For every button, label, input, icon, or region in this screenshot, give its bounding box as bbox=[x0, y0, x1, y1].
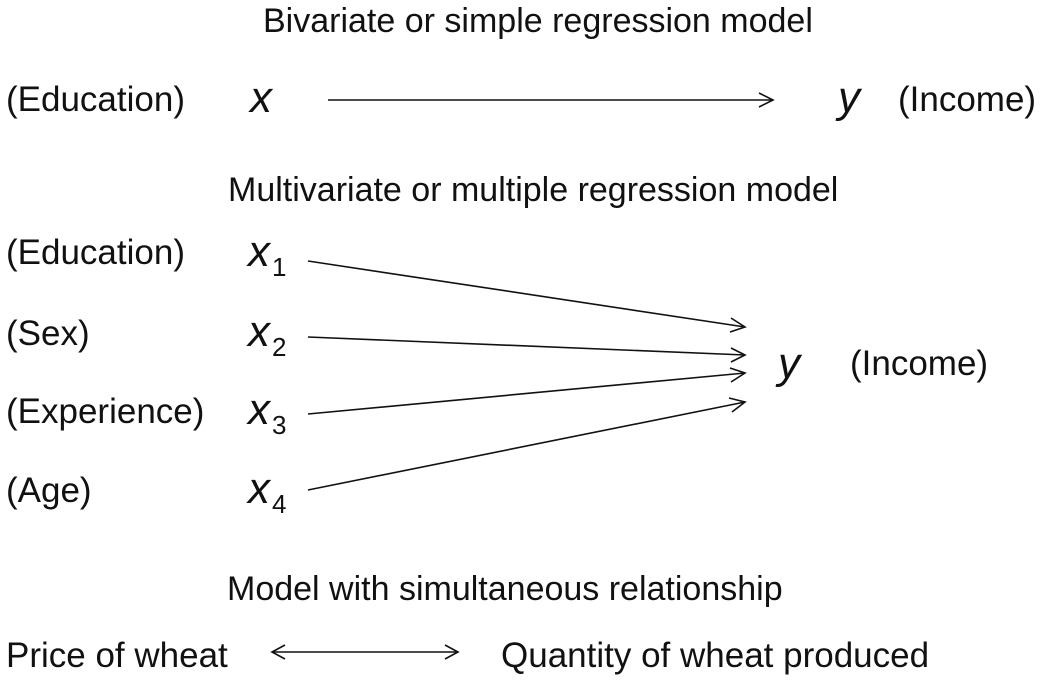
bivariate-x-var: x bbox=[250, 73, 272, 122]
simultaneous-left-label: Price of wheat bbox=[6, 636, 228, 675]
simultaneous-double-arrow bbox=[270, 644, 460, 660]
simultaneous-right-label: Quantity of wheat produced bbox=[501, 636, 930, 675]
arrow-x2-to-y bbox=[307, 336, 747, 363]
simultaneous-title: Model with simultaneous relationship bbox=[227, 570, 783, 608]
input-label-age: (Age) bbox=[6, 471, 92, 510]
arrow-x1-to-y bbox=[307, 260, 747, 333]
multivariate-y-label: (Income) bbox=[850, 344, 989, 383]
bivariate-arrow bbox=[328, 92, 775, 108]
bivariate-y-var: y bbox=[838, 73, 860, 122]
input-var-x4: x4 bbox=[248, 464, 287, 519]
bivariate-x-label: (Education) bbox=[6, 80, 185, 119]
input-label-education: (Education) bbox=[6, 233, 185, 272]
input-var-x2: x2 bbox=[248, 307, 287, 362]
input-label-sex: (Sex) bbox=[6, 314, 90, 353]
bivariate-title: Bivariate or simple regression model bbox=[263, 2, 813, 40]
input-var-x3: x3 bbox=[248, 385, 287, 440]
multivariate-y-var: y bbox=[778, 339, 800, 388]
arrow-x4-to-y bbox=[307, 397, 747, 491]
bivariate-y-label: (Income) bbox=[898, 80, 1037, 119]
input-label-experience: (Experience) bbox=[6, 392, 205, 431]
input-var-x1: x1 bbox=[248, 227, 287, 282]
multivariate-title: Multivariate or multiple regression mode… bbox=[228, 171, 839, 209]
arrow-x3-to-y bbox=[307, 367, 747, 415]
